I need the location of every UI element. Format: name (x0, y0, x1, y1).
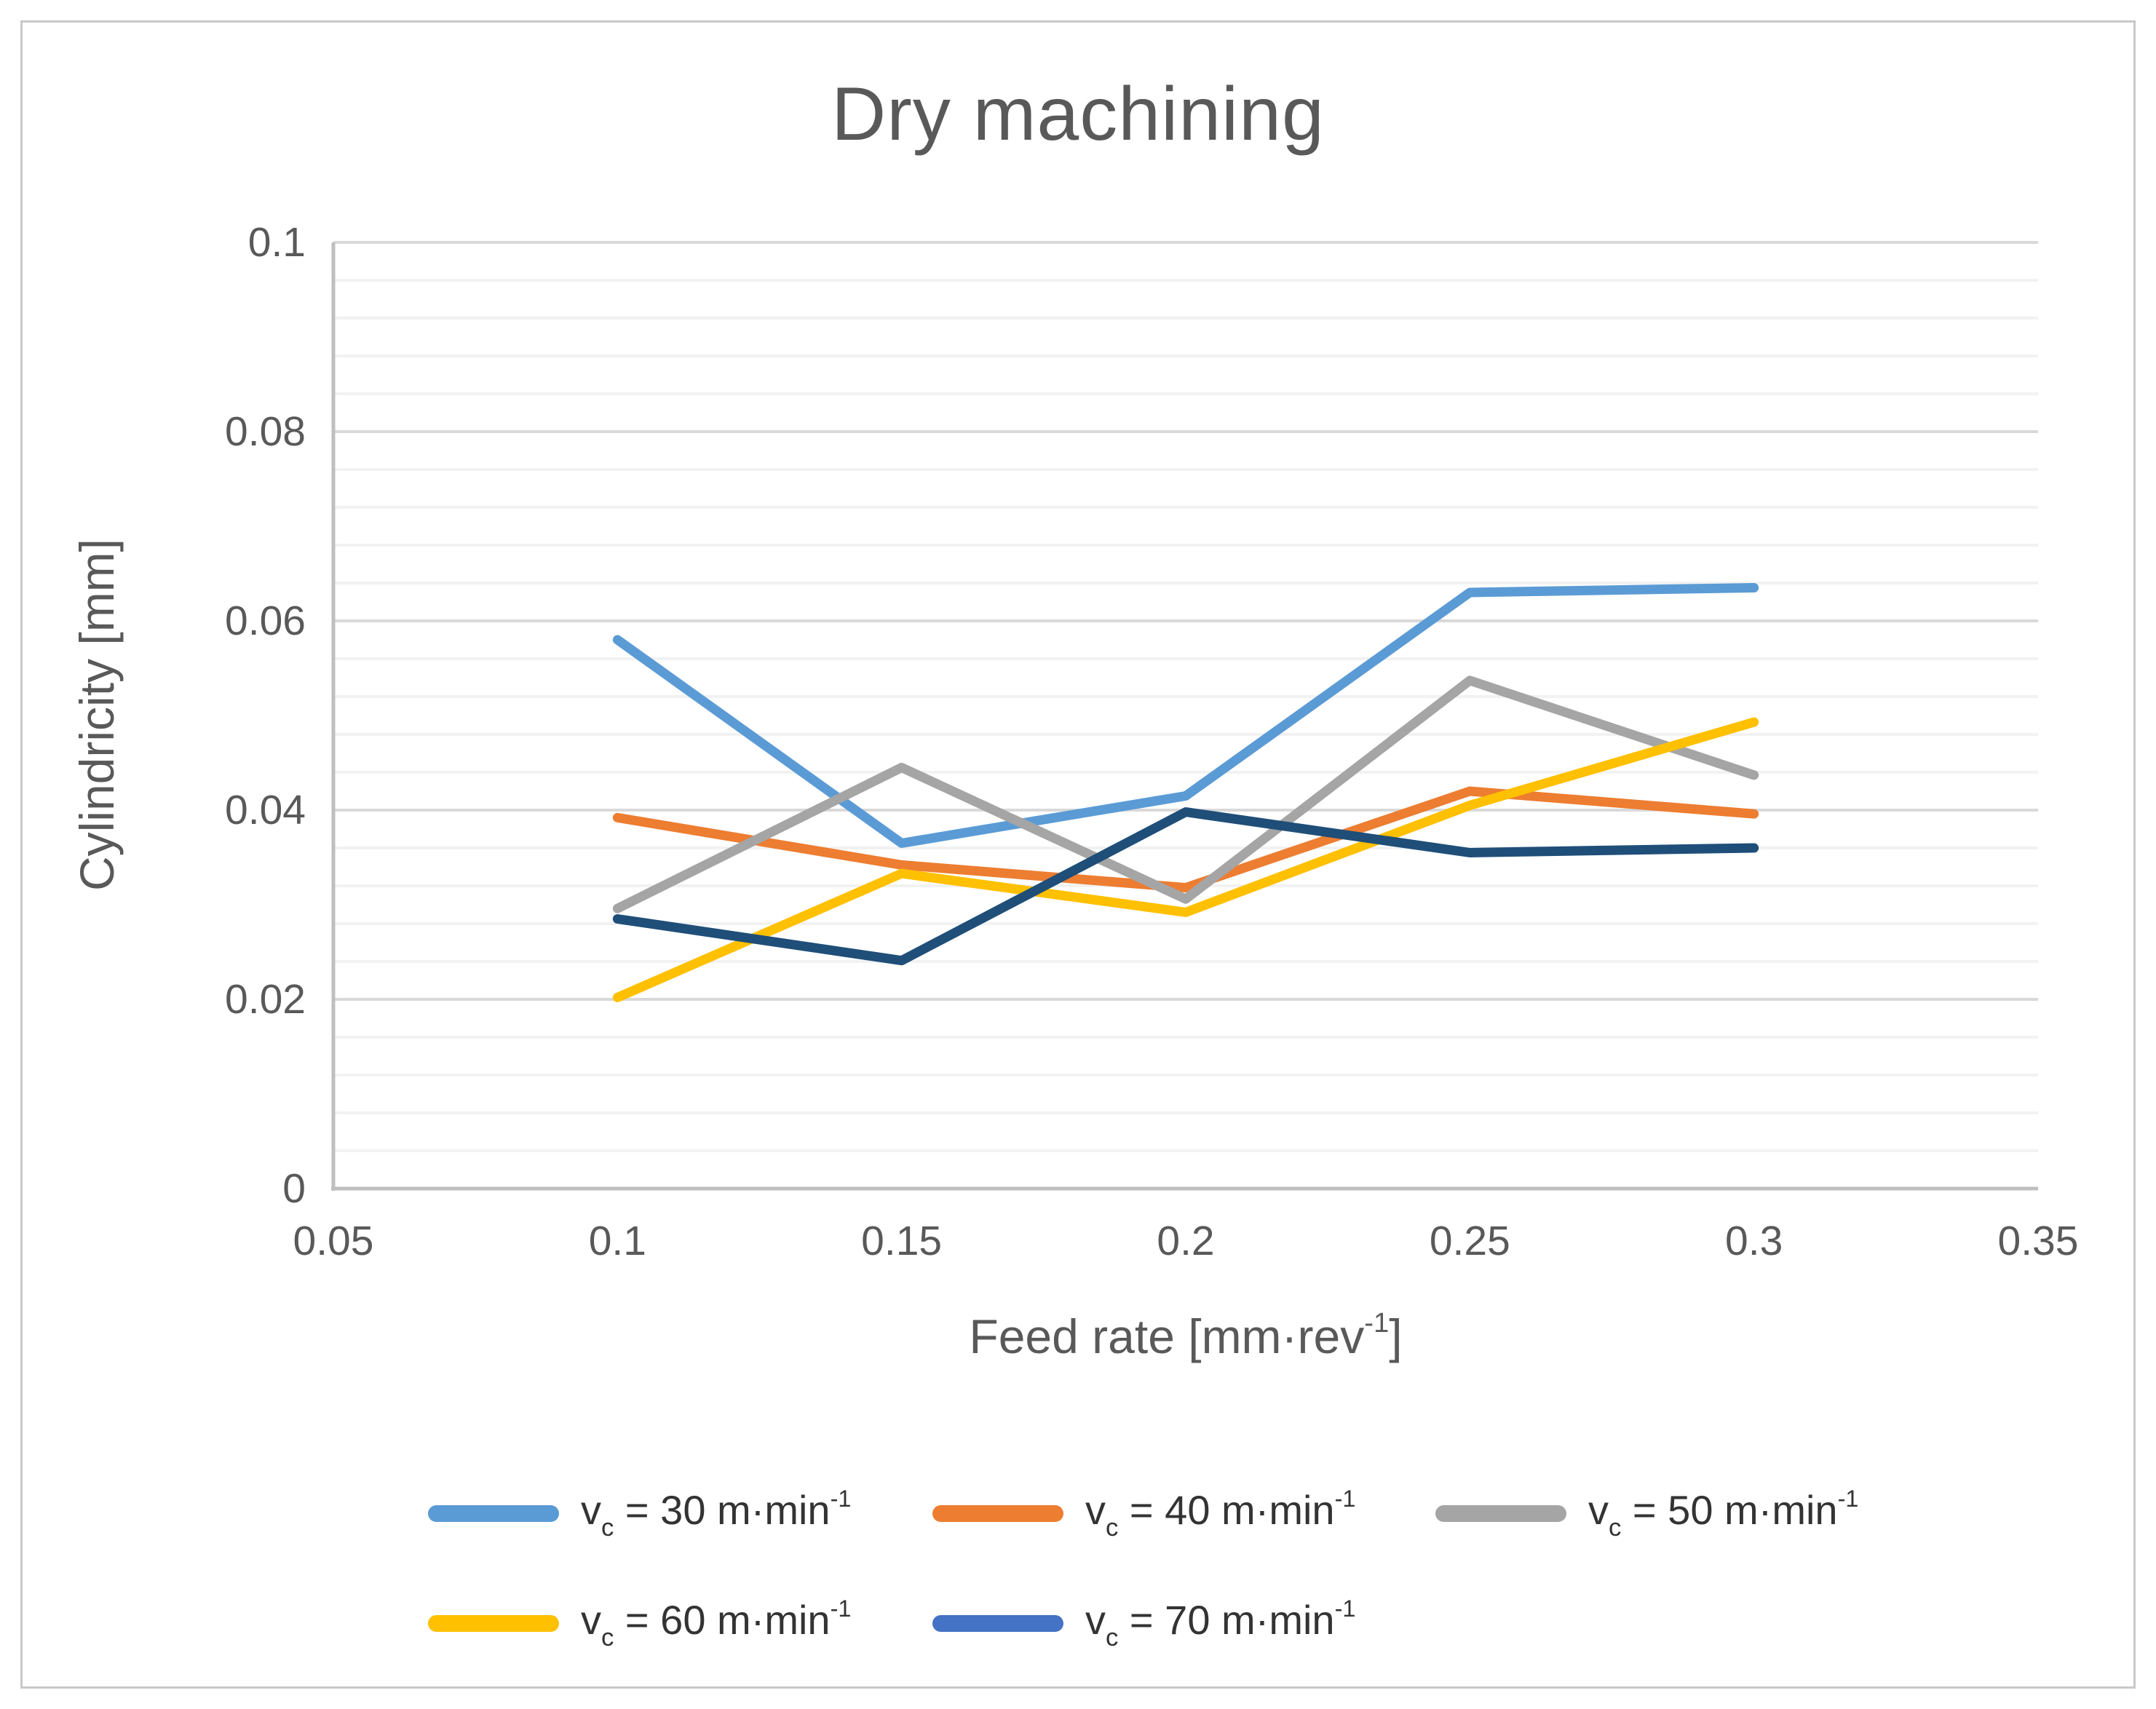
legend-label: vc = 50 m·min-1 (1588, 1485, 1859, 1542)
y-tick-label: 0 (282, 1165, 306, 1212)
x-axis-title-superscript: -1 (1364, 1307, 1390, 1339)
x-tick-label: 0.1 (588, 1218, 646, 1264)
y-tick-label: 0.02 (225, 976, 306, 1023)
legend-item-501: vc = 50 m·min-1 (1435, 1485, 1859, 1542)
series-line-301 (612, 583, 1759, 848)
legend-swatch (932, 1504, 1063, 1522)
x-tick-label: 0.2 (1157, 1218, 1215, 1264)
y-tick-label: 0.08 (225, 408, 306, 455)
legend-swatch (428, 1614, 559, 1632)
series-line-501 (612, 675, 1759, 913)
legend-item-401: vc = 40 m·min-1 (932, 1485, 1356, 1542)
x-axis-title: Feed rate [mm·rev-1] (333, 1307, 2038, 1364)
series-line-701 (612, 807, 1759, 966)
y-axis-title: Cylindricity [mm] (70, 539, 124, 892)
y-tick-label: 0.04 (225, 787, 306, 833)
legend-swatch (932, 1614, 1063, 1632)
x-axis-title-close: ] (1389, 1309, 1403, 1363)
legend-label: vc = 70 m·min-1 (1085, 1595, 1356, 1652)
x-tick-label: 0.35 (1997, 1218, 2079, 1264)
y-tick-label: 0.06 (225, 598, 306, 644)
series-line-601 (612, 717, 1759, 1002)
y-tick-label: 0.1 (247, 219, 306, 266)
x-axis-title-main: Feed rate [mm·rev (969, 1309, 1365, 1363)
legend-label: vc = 30 m·min-1 (581, 1485, 852, 1542)
x-tick-label: 0.15 (861, 1218, 943, 1264)
legend-label: vc = 40 m·min-1 (1085, 1485, 1356, 1542)
legend-item-301: vc = 30 m·min-1 (428, 1485, 852, 1542)
legend-label: vc = 60 m·min-1 (581, 1595, 852, 1652)
figure-border (20, 20, 2136, 1689)
x-tick-label: 0.05 (293, 1218, 374, 1264)
legend-item-701: vc = 70 m·min-1 (932, 1595, 1355, 1651)
legend-item-601: vc = 60 m·min-1 (428, 1595, 851, 1651)
chart-title: Dry machining (831, 72, 1325, 156)
series-line-401 (612, 786, 1759, 893)
legend-swatch (428, 1504, 559, 1522)
legend-swatch (1435, 1504, 1566, 1522)
x-tick-label: 0.25 (1429, 1218, 1510, 1264)
x-tick-label: 0.3 (1725, 1218, 1783, 1264)
